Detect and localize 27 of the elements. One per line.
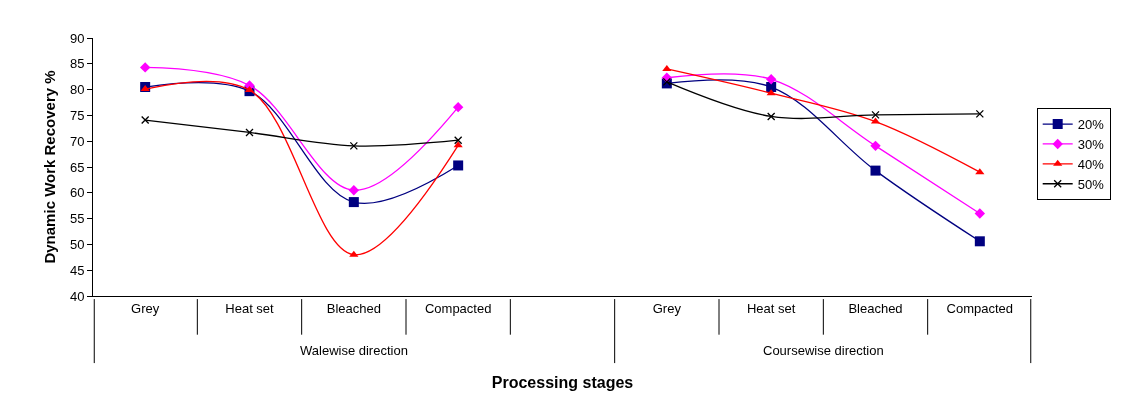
y-tick-label: 80: [69, 82, 85, 98]
y-tick-label: 50: [69, 236, 85, 252]
x-tick-label: Compacted: [424, 300, 492, 316]
y-tick-label: 45: [69, 262, 85, 278]
x-tick-label: Bleached: [848, 300, 903, 316]
x-tick-label: Bleached: [326, 300, 381, 316]
y-tick-label: 75: [69, 107, 85, 123]
y-tick-label: 70: [69, 133, 85, 149]
legend-label: 20%: [1077, 117, 1105, 133]
y-tick-label: 40: [69, 288, 85, 304]
y-tick-label: 60: [69, 185, 85, 201]
y-tick-label: 85: [69, 56, 85, 72]
y-axis-title: Dynamic Work Recovery %: [41, 70, 59, 264]
x-tick-label: Heat set: [746, 300, 796, 316]
x-tick-label: Grey: [131, 300, 160, 316]
y-tick-label: 55: [69, 211, 85, 227]
y-tick-label: 90: [69, 30, 85, 46]
x-tick-label: Heat set: [225, 300, 275, 316]
x-axis-title: Processing stages: [491, 374, 634, 392]
text: Walewise direction: [300, 343, 408, 358]
x-tick-label: Grey: [652, 300, 682, 316]
legend-label: 30%: [1077, 137, 1105, 153]
x-tick-label: Compacted: [946, 300, 1014, 316]
y-tick-label: 65: [69, 159, 85, 175]
legend-label: 50%: [1077, 176, 1105, 192]
legend-label: 40%: [1077, 156, 1105, 172]
text: Coursewise direction: [763, 343, 884, 358]
